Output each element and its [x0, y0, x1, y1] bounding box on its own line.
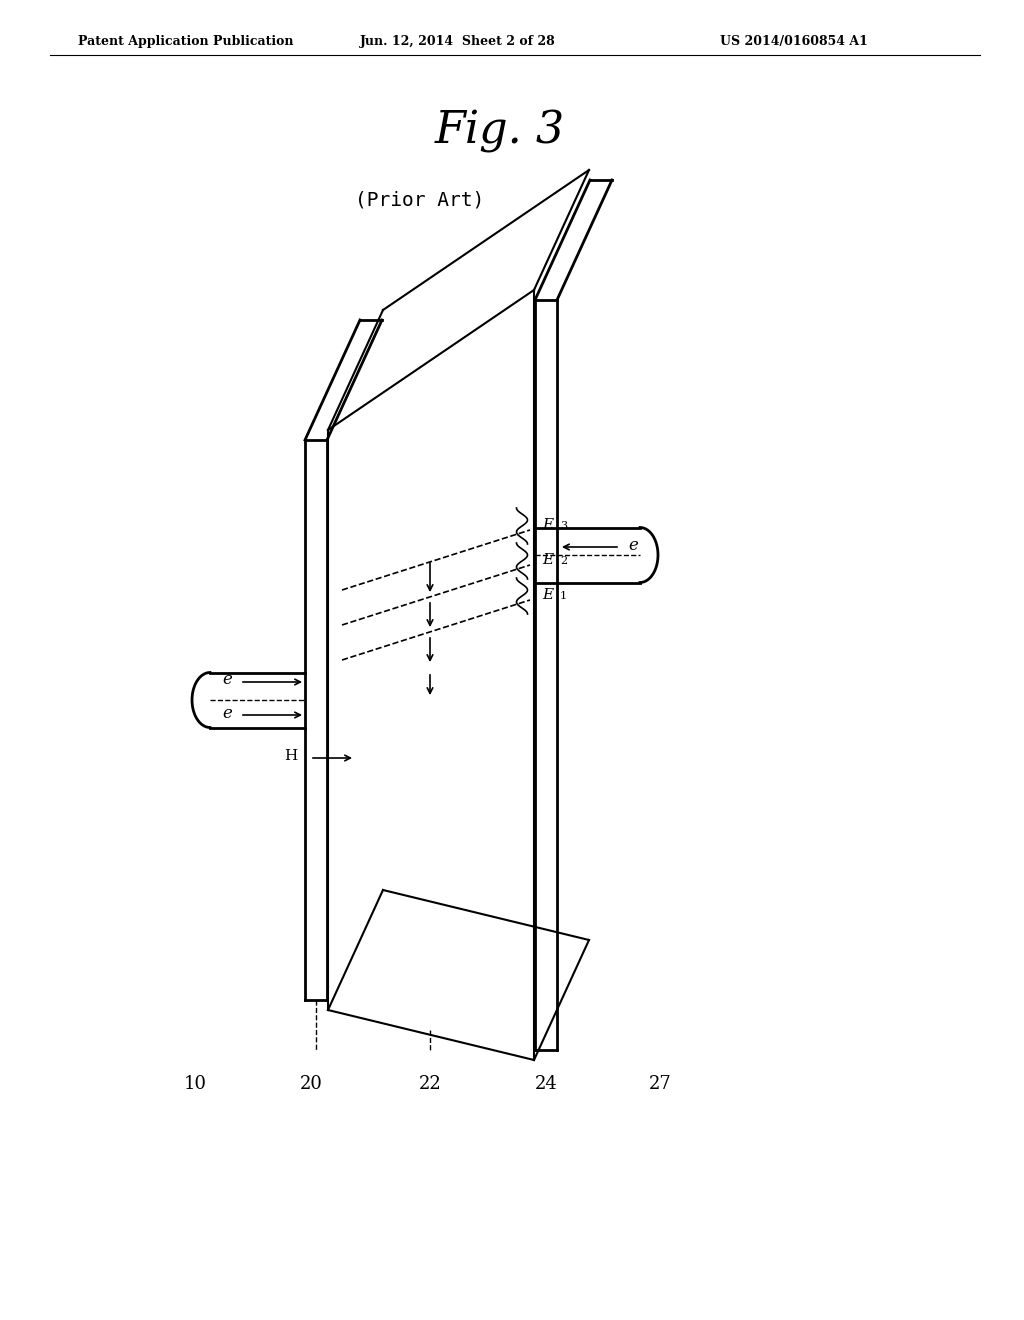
Text: E: E [542, 517, 553, 532]
Text: e: e [222, 705, 232, 722]
Text: 10: 10 [183, 1074, 207, 1093]
Text: e: e [628, 536, 638, 553]
Text: 1: 1 [560, 591, 567, 601]
Text: E: E [542, 587, 553, 602]
Text: 20: 20 [300, 1074, 323, 1093]
Text: 22: 22 [419, 1074, 441, 1093]
Text: Fig. 3: Fig. 3 [435, 110, 565, 153]
Text: US 2014/0160854 A1: US 2014/0160854 A1 [720, 36, 868, 48]
Text: Patent Application Publication: Patent Application Publication [78, 36, 294, 48]
Text: Jun. 12, 2014  Sheet 2 of 28: Jun. 12, 2014 Sheet 2 of 28 [360, 36, 556, 48]
Text: H: H [284, 748, 297, 763]
Text: 2: 2 [560, 556, 567, 566]
Text: 24: 24 [535, 1074, 557, 1093]
Text: e: e [222, 672, 232, 689]
Text: 27: 27 [648, 1074, 672, 1093]
Text: (Prior Art): (Prior Art) [355, 190, 484, 209]
Text: 3: 3 [560, 521, 567, 531]
Text: E: E [542, 553, 553, 568]
